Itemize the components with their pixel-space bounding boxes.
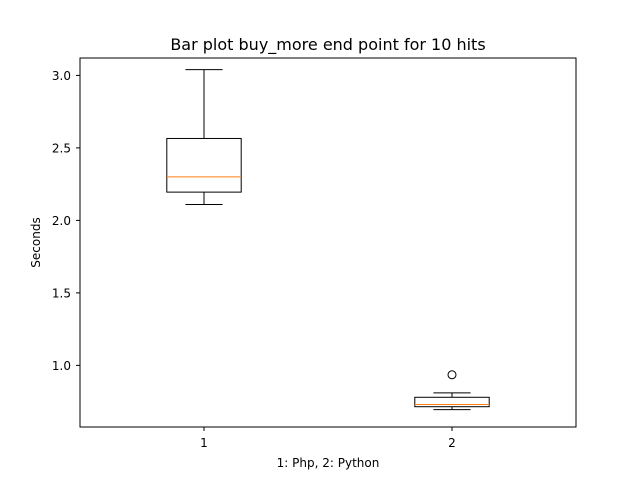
y-tick-label: 1.0 <box>52 359 71 373</box>
x-tick-label: 1 <box>200 436 208 450</box>
y-tick-label: 1.5 <box>52 286 71 300</box>
iqr-box <box>414 396 490 408</box>
plot-marks <box>166 69 490 411</box>
flier-point <box>447 370 457 380</box>
y-axis-label: Seconds <box>29 217 43 267</box>
box-2 <box>414 370 490 411</box>
box-1 <box>166 69 242 205</box>
chart-title: Bar plot buy_more end point for 10 hits <box>170 35 485 55</box>
iqr-box <box>166 137 242 193</box>
y-tick-label: 2.5 <box>52 141 71 155</box>
x-tick-label: 2 <box>448 436 456 450</box>
y-axis-ticks: 1.0 1.5 2.0 2.5 3.0 <box>52 69 80 373</box>
y-tick-label: 2.0 <box>52 214 71 228</box>
plot-area-frame <box>79 57 577 428</box>
x-axis-label: 1: Php, 2: Python <box>277 456 380 470</box>
y-tick-label: 3.0 <box>52 69 71 83</box>
